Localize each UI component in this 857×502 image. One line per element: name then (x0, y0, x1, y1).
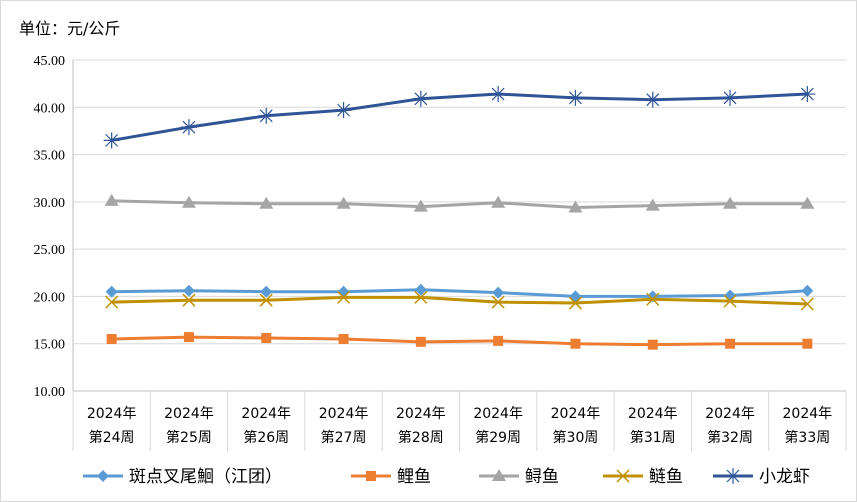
data-point-1 (801, 284, 814, 297)
data-point-4 (182, 293, 196, 307)
x-tick-label: 2024年 (473, 406, 523, 422)
x-tick-label: 第25周 (166, 429, 212, 446)
x-tick-label: 第27周 (321, 429, 367, 446)
legend-label: 鲤鱼 (397, 467, 431, 487)
data-point-1 (182, 284, 195, 297)
x-tick-label: 第31周 (630, 429, 676, 446)
data-point-3 (181, 195, 196, 208)
data-point-2 (802, 338, 813, 349)
y-tick-label: 35.00 (34, 149, 66, 164)
x-tick-label: 2024年 (164, 406, 214, 422)
x-tick-label: 2024年 (783, 406, 833, 422)
data-point-2 (261, 333, 272, 344)
legend-marker (725, 468, 741, 484)
data-point-3 (645, 198, 660, 211)
x-tick-label: 2024年 (396, 406, 446, 422)
x-tick-label: 2024年 (705, 406, 755, 422)
data-point-5 (335, 102, 352, 119)
series-line-4 (111, 295, 808, 306)
data-point-5 (258, 107, 275, 124)
data-point-4 (646, 292, 660, 306)
y-tick-label: 15.00 (34, 338, 66, 353)
x-tick-label: 第30周 (553, 429, 599, 446)
legend-marker (616, 469, 630, 483)
data-point-5 (799, 86, 816, 103)
data-point-3 (259, 196, 274, 209)
data-point-1 (105, 285, 118, 298)
data-point-2 (338, 333, 349, 344)
series-line-2 (111, 335, 808, 347)
y-tick-label: 10.00 (34, 385, 66, 400)
y-tick-label: 25.00 (34, 243, 66, 258)
x-tick-label: 第29周 (475, 429, 521, 446)
data-point-5 (567, 89, 584, 106)
data-point-5 (180, 119, 197, 136)
x-tick-label: 第26周 (243, 429, 289, 446)
x-tick-label: 第28周 (398, 429, 444, 446)
data-point-2 (570, 338, 581, 349)
series-line-1 (111, 288, 808, 298)
data-point-2 (106, 333, 117, 344)
legend-marker (492, 469, 506, 481)
legend-label: 鲟鱼 (525, 467, 559, 487)
data-point-5 (722, 89, 739, 106)
y-tick-label: 45.00 (34, 54, 66, 69)
data-point-2 (725, 338, 736, 349)
y-tick-label: 20.00 (34, 290, 66, 305)
x-tick-label: 第24周 (89, 429, 135, 446)
data-point-5 (103, 132, 120, 149)
legend-label: 斑点叉尾鮰（江团） (129, 467, 282, 487)
legend-label: 小龙虾 (759, 467, 810, 487)
series-line-5 (111, 92, 808, 142)
data-point-3 (568, 200, 583, 213)
data-point-4 (259, 293, 273, 307)
data-point-1 (492, 286, 505, 299)
legend-label: 鲢鱼 (649, 467, 683, 487)
y-tick-label: 30.00 (34, 196, 66, 211)
data-point-1 (260, 285, 273, 298)
data-point-4 (723, 294, 737, 308)
legend-marker (366, 471, 376, 481)
data-point-5 (412, 90, 429, 107)
data-point-4 (568, 296, 582, 310)
data-point-3 (491, 195, 506, 208)
x-tick-label: 2024年 (551, 406, 601, 422)
data-point-4 (337, 290, 351, 304)
data-point-3 (413, 199, 428, 212)
data-point-1 (414, 283, 427, 296)
data-point-5 (490, 86, 507, 103)
data-point-1 (569, 290, 582, 303)
x-tick-label: 第33周 (784, 429, 830, 446)
data-point-4 (491, 295, 505, 309)
series-line-3 (111, 199, 808, 210)
data-point-3 (336, 196, 351, 209)
data-point-2 (415, 336, 426, 347)
x-tick-label: 2024年 (319, 406, 369, 422)
y-tick-label: 40.00 (34, 101, 66, 116)
data-point-4 (414, 290, 428, 304)
data-point-3 (723, 196, 738, 209)
data-point-2 (183, 332, 194, 343)
data-point-3 (104, 193, 119, 206)
data-point-4 (105, 295, 119, 309)
data-point-2 (647, 339, 658, 350)
legend-marker (97, 470, 109, 482)
data-point-2 (493, 335, 504, 346)
x-tick-label: 2024年 (87, 406, 137, 422)
data-point-4 (800, 297, 814, 311)
x-tick-label: 2024年 (628, 406, 678, 422)
x-tick-label: 第32周 (707, 429, 753, 446)
data-point-3 (800, 196, 815, 209)
data-point-5 (644, 91, 661, 108)
unit-label: 单位：元/公斤 (19, 19, 121, 38)
x-tick-label: 2024年 (241, 406, 291, 422)
